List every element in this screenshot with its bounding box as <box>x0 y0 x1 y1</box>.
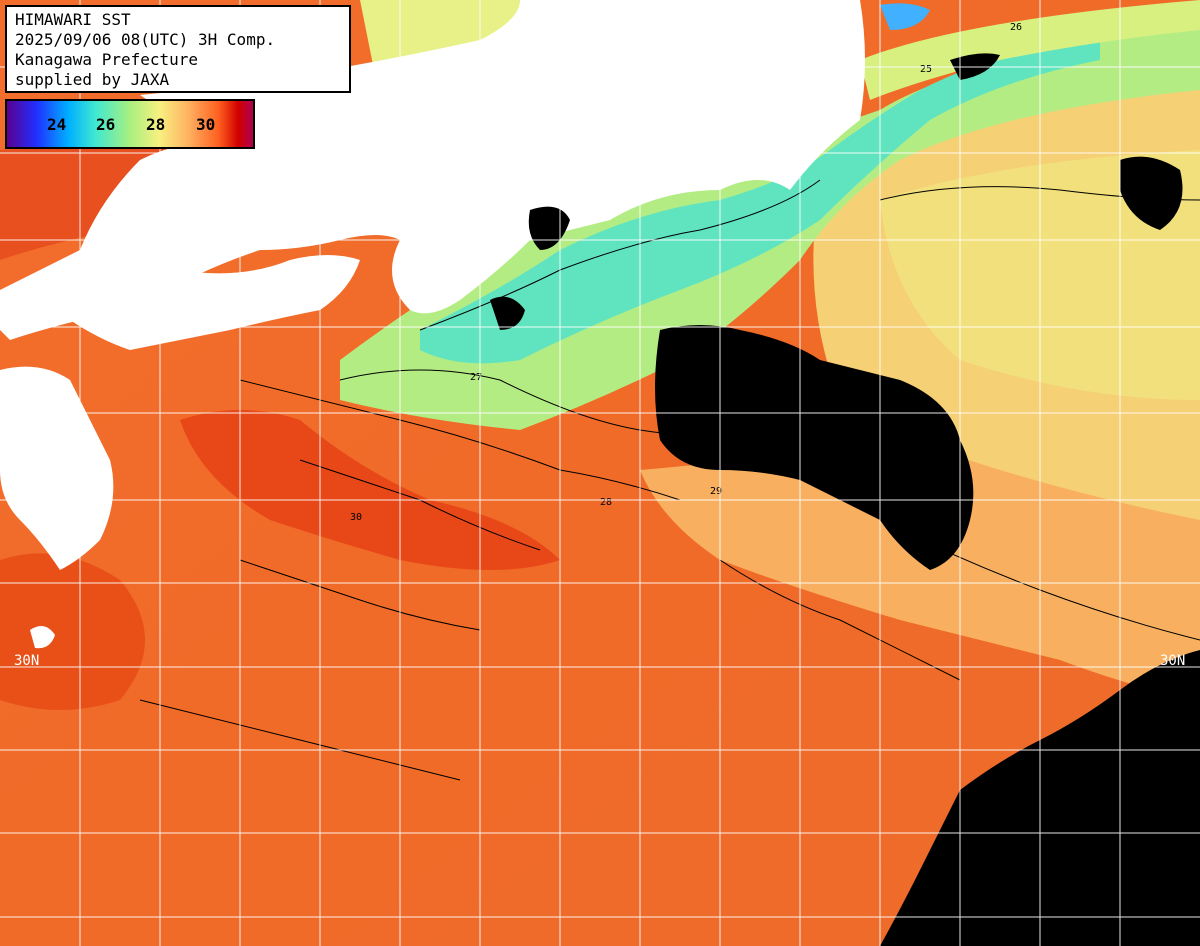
land-kyushu <box>0 366 114 570</box>
cloud-mask-center <box>655 325 974 570</box>
legend-tick-24: 24 <box>47 115 67 134</box>
land-shikoku <box>70 255 360 350</box>
hot-sea-core <box>180 410 560 570</box>
info-datetime: 2025/09/06 08(UTC) 3H Comp. <box>15 30 276 49</box>
contour-label-29: 29 <box>710 486 722 497</box>
land-islet-2 <box>470 161 500 188</box>
contour-label-28: 28 <box>600 497 612 508</box>
info-region: Kanagawa Prefecture <box>15 50 199 69</box>
color-scale-legend: 24 26 28 30 <box>5 99 255 149</box>
legend-tick-28: 28 <box>146 115 166 134</box>
hot-sea-west <box>0 553 145 710</box>
contour-label-25: 25 <box>920 64 932 75</box>
contour-label-30: 30 <box>350 512 362 523</box>
yellow-green-northeast <box>860 0 1200 100</box>
latitude-label-left: 30N <box>14 653 40 669</box>
info-title: HIMAWARI SST <box>15 10 131 29</box>
contour-label-27: 27 <box>470 372 482 383</box>
latitude-label-right: 30N <box>1160 653 1186 669</box>
cloud-mask-small-4 <box>490 296 525 330</box>
blue-spot <box>880 3 930 30</box>
sst-contours <box>139 179 1200 781</box>
legend-tick-26: 26 <box>96 115 116 134</box>
contour-label-26: 26 <box>1010 22 1022 33</box>
info-supplier: supplied by JAXA <box>15 70 170 89</box>
cloud-mask-small-3 <box>1120 156 1183 230</box>
map-info-box: HIMAWARI SST 2025/09/06 08(UTC) 3H Comp.… <box>5 5 351 93</box>
cyan-sea-band <box>420 30 1100 364</box>
land-mainland <box>0 0 865 340</box>
land-islet <box>30 626 55 649</box>
legend-tick-30: 30 <box>196 115 216 134</box>
